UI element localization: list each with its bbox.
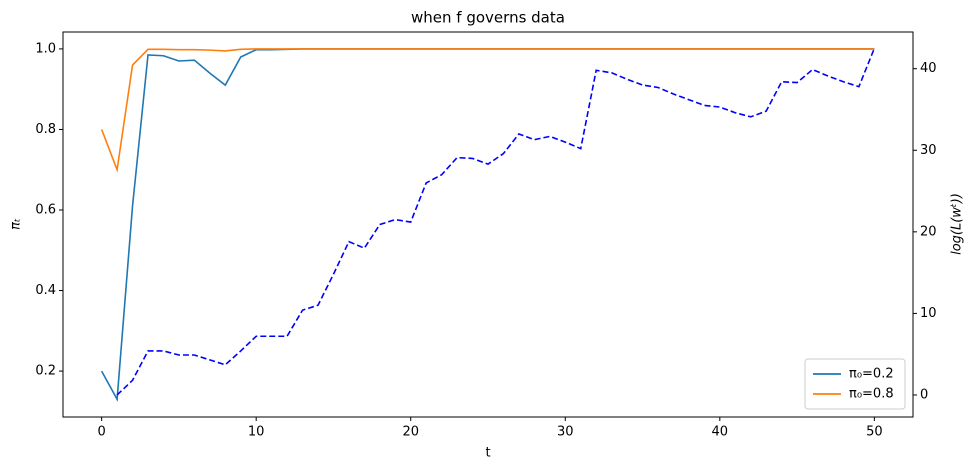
y2-tick-label: 20: [920, 224, 937, 239]
y2-tick-label: 0: [920, 387, 928, 402]
y2-tick-label: 10: [920, 306, 937, 321]
series-line: [116, 48, 876, 396]
legend: π₀=0.2 π₀=0.8: [804, 358, 906, 410]
y-tick-label: 0.8: [35, 122, 56, 137]
legend-label: π₀=0.8: [849, 387, 894, 402]
series-line: [100, 48, 875, 173]
y-tick-label: 0.4: [35, 283, 56, 298]
legend-box: [804, 358, 906, 410]
y2-axis-label: log(L(wᵗ)): [950, 193, 965, 255]
chart-title: when f governs data: [411, 9, 565, 27]
y-tick-label: 0.6: [35, 203, 56, 218]
x-tick-label: 10: [248, 425, 265, 440]
x-tick-label: 20: [402, 425, 419, 440]
x-axis-label: t: [485, 446, 490, 461]
x-tick-label: 0: [97, 425, 105, 440]
y2-tick-label: 30: [920, 143, 937, 158]
y-tick-label: 0.2: [35, 364, 56, 379]
y-tick-label: 1.0: [35, 41, 56, 56]
plot-frame: [62, 31, 914, 418]
legend-label: π₀=0.2: [849, 367, 894, 382]
y2-tick-label: 40: [920, 61, 937, 76]
x-tick-label: 30: [557, 425, 574, 440]
y-axis-label: πₜ: [9, 218, 24, 230]
series-line: [100, 48, 875, 403]
x-tick-label: 50: [866, 425, 883, 440]
x-tick-label: 40: [712, 425, 729, 440]
